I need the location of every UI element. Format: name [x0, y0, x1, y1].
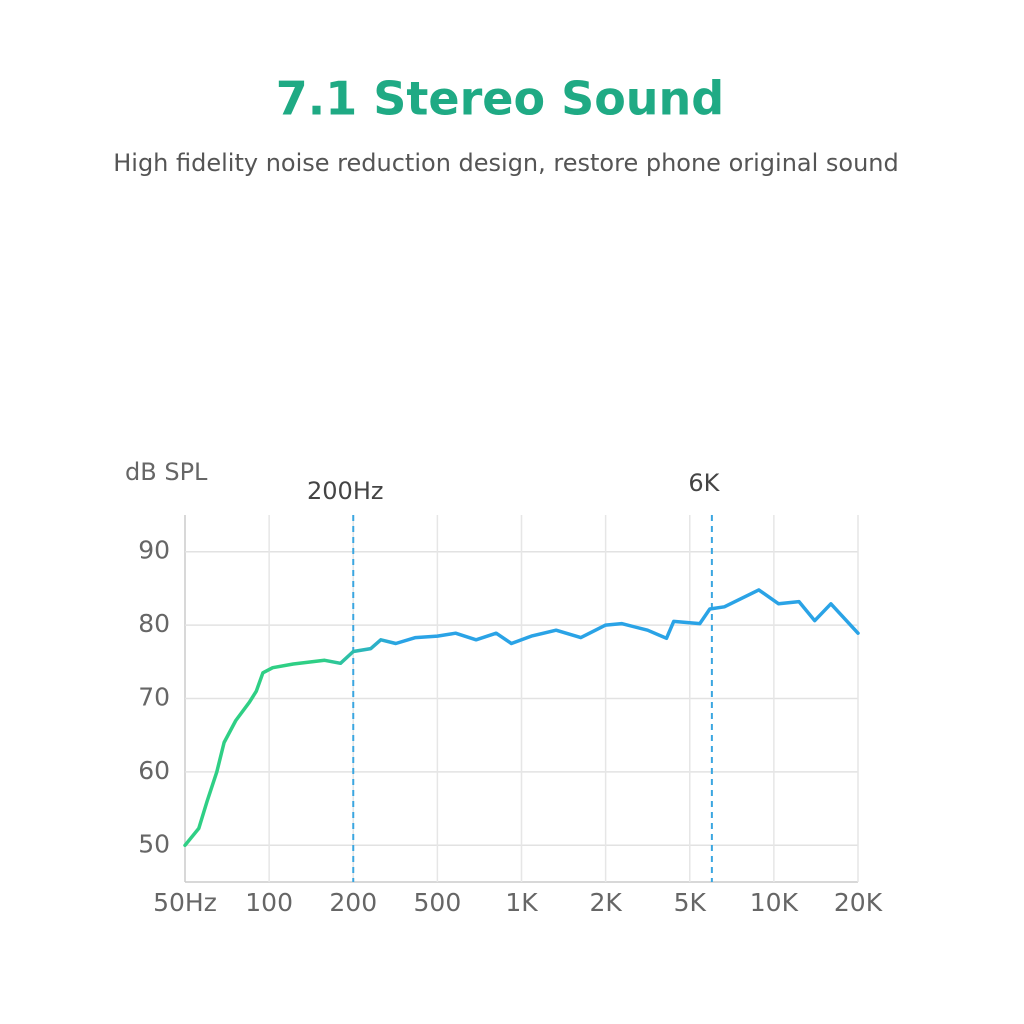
- subtitle: High fidelity noise reduction design, re…: [113, 149, 899, 177]
- x-tick-label: 2K: [589, 888, 622, 917]
- x-tick-label: 200: [329, 888, 377, 917]
- y-tick-label: 70: [138, 683, 170, 712]
- x-tick-label: 1K: [505, 888, 538, 917]
- x-tick-label: 5K: [674, 888, 707, 917]
- x-tick-label: 20K: [834, 888, 883, 917]
- x-tick-label: 500: [414, 888, 462, 917]
- x-tick-label: 100: [245, 888, 293, 917]
- y-tick-label: 50: [138, 829, 170, 858]
- y-tick-label: 80: [138, 609, 170, 638]
- x-tick-label: 10K: [750, 888, 799, 917]
- response-line: [183, 588, 860, 848]
- y-tick-label: 90: [138, 536, 170, 565]
- y-tick-label: 60: [138, 756, 170, 785]
- marker-label: 200Hz: [307, 477, 383, 505]
- x-tick-label: 50Hz: [153, 888, 217, 917]
- y-axis-label: dB SPL: [125, 458, 208, 486]
- marker-label: 6K: [688, 469, 720, 497]
- title: 7.1 Stereo Sound: [276, 72, 724, 126]
